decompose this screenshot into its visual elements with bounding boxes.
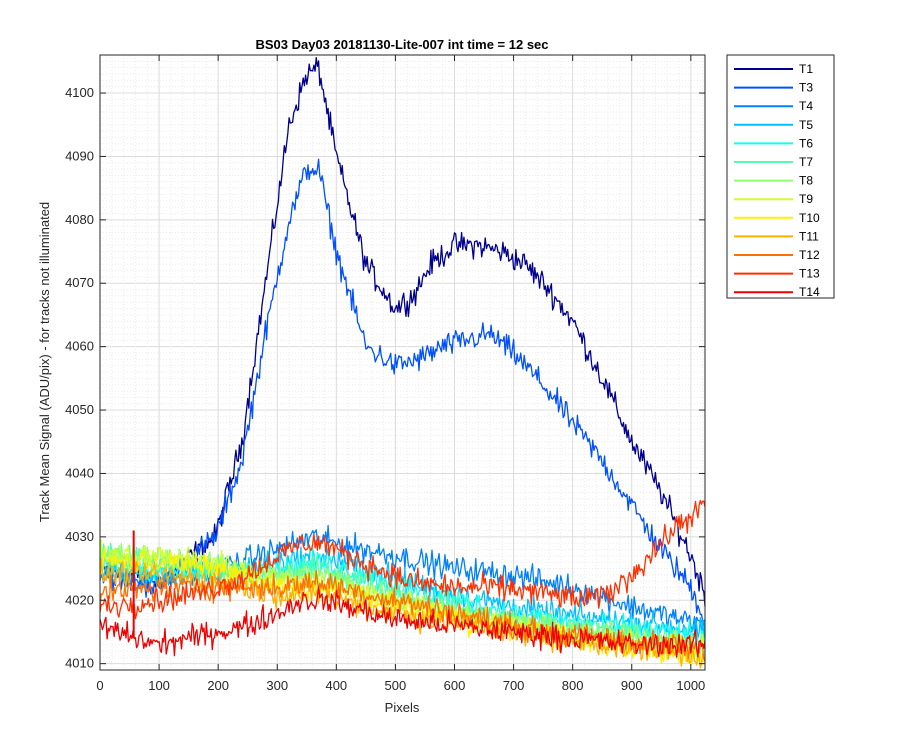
y-tick-label: 4080 [65,212,94,227]
y-tick-label: 4050 [65,402,94,417]
legend-label-t1: T1 [799,62,813,76]
series-line-t10 [99,550,706,665]
y-tick-label: 4020 [65,592,94,607]
axes-box [99,54,706,671]
x-tick-label: 100 [148,678,170,693]
x-tick-label: 600 [444,678,466,693]
x-tick-label: 500 [385,678,407,693]
x-tick-label: 0 [96,678,103,693]
legend: T1 T3 T4 T5 T6 T7 T8 T9 T10 T11 T12 T13 T14 [726,54,835,299]
legend-box [726,54,835,299]
y-tick-label: 4060 [65,339,94,354]
x-tick-label: 1000 [676,678,705,693]
series-line-t13 [99,499,706,620]
series-line-t14 [99,586,706,658]
legend-label-t13: T13 [799,267,820,281]
legend-label-t12: T12 [799,248,820,262]
y-tick-label: 4090 [65,148,94,163]
legend-label-t8: T8 [799,174,813,188]
legend-label-t10: T10 [799,211,820,225]
legend-label-t9: T9 [799,192,813,206]
legend-label-t14: T14 [799,285,820,299]
y-axis-label: Track Mean Signal (ADU/pix) - for tracks… [37,202,52,522]
legend-label-t3: T3 [799,81,813,95]
y-tick-label: 4030 [65,529,94,544]
y-tick-label: 4010 [65,656,94,671]
chart-title: BS03 Day03 20181130-Lite-007 int time = … [255,37,548,52]
series-layer [99,57,706,669]
legend-label-t7: T7 [799,155,813,169]
x-tick-label: 800 [562,678,584,693]
x-tick-label: 300 [266,678,288,693]
x-tick-label: 700 [503,678,525,693]
tick-layer: 0 100 200 300 400 500 600 700 800 900 1000 4010 4020… [65,55,705,693]
y-tick-label: 4100 [65,85,94,100]
x-tick-label: 400 [325,678,347,693]
legend-label-t5: T5 [799,118,813,132]
x-axis-label: Pixels [385,700,420,715]
x-tick-label: 200 [207,678,229,693]
series-line-t3 [99,158,706,622]
y-tick-label: 4040 [65,465,94,480]
legend-label-t4: T4 [799,99,813,113]
x-tick-label: 900 [621,678,643,693]
y-tick-label: 4070 [65,275,94,290]
legend-label-t11: T11 [799,229,819,243]
legend-label-t6: T6 [799,136,813,150]
series-line-t11 [99,558,706,669]
